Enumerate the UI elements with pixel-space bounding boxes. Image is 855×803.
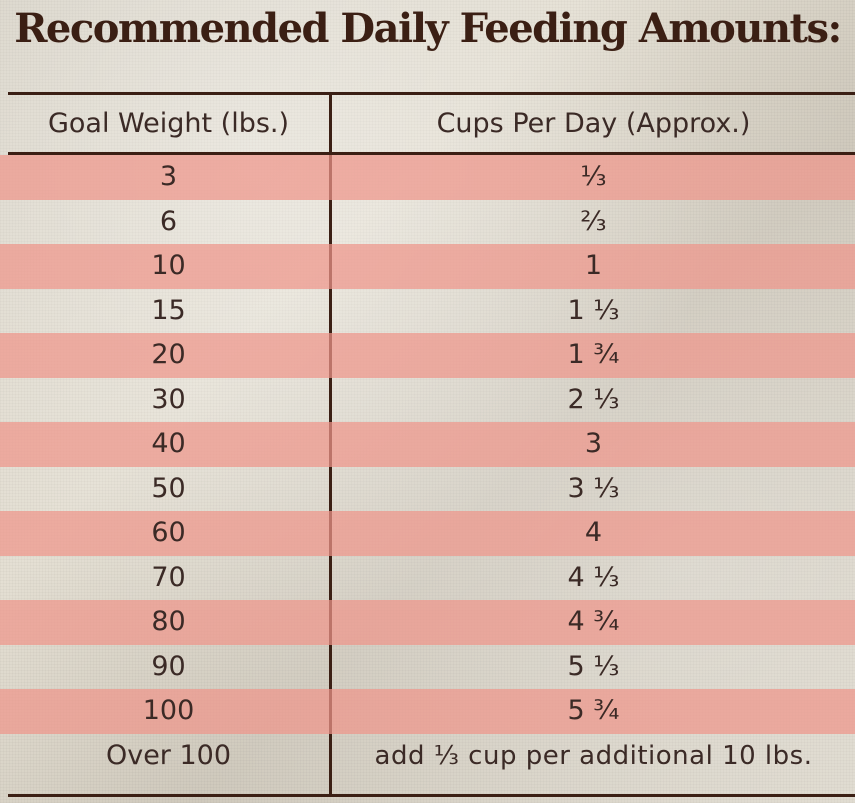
table-row: 40 3 bbox=[0, 422, 855, 467]
cups-cell: 2 ⅓ bbox=[567, 383, 620, 415]
weight-cell: 40 bbox=[151, 428, 186, 459]
weight-cell: 70 bbox=[151, 561, 186, 593]
cups-cell: ⅓ bbox=[580, 161, 607, 192]
cups-cell: ⅔ bbox=[580, 205, 607, 237]
column-header-weight: Goal Weight (lbs.) bbox=[47, 108, 290, 139]
weight-cell: 100 bbox=[142, 695, 195, 726]
table-row: 90 5 ⅓ bbox=[0, 645, 855, 690]
weight-cell: 80 bbox=[151, 606, 186, 637]
table-row: 60 4 bbox=[0, 511, 855, 556]
table-row: 20 1 ¾ bbox=[0, 333, 855, 378]
column-header-cups: Cups Per Day (Approx.) bbox=[436, 108, 751, 139]
table-row: 15 1 ⅓ bbox=[0, 289, 855, 334]
weight-cell: 50 bbox=[151, 472, 186, 504]
footer-weight-cell: Over 100 bbox=[105, 739, 232, 771]
weight-cell: 6 bbox=[159, 205, 178, 237]
cups-cell: 5 ⅓ bbox=[567, 650, 620, 682]
table-row: 30 2 ⅓ bbox=[0, 378, 855, 423]
table-row: 100 5 ¾ bbox=[0, 689, 855, 734]
weight-cell: 20 bbox=[151, 339, 186, 370]
weight-cell: 30 bbox=[151, 383, 186, 415]
weight-cell: 15 bbox=[151, 294, 186, 326]
table-row: 70 4 ⅓ bbox=[0, 556, 855, 601]
cups-cell: 3 bbox=[584, 428, 603, 459]
weight-cell: 3 bbox=[159, 161, 178, 192]
table-footer-row: Over 100 add ⅓ cup per additional 10 lbs… bbox=[0, 734, 855, 779]
table-row: 3 ⅓ bbox=[0, 155, 855, 200]
table-row: 80 4 ¾ bbox=[0, 600, 855, 645]
cups-cell: 1 bbox=[584, 250, 603, 281]
cups-cell: 4 bbox=[584, 517, 603, 548]
footer-cups-cell: add ⅓ cup per additional 10 lbs. bbox=[374, 740, 813, 771]
weight-cell: 10 bbox=[151, 250, 186, 281]
table-row: 6 ⅔ bbox=[0, 200, 855, 245]
table-bottom-rule bbox=[8, 794, 855, 797]
weight-cell: 60 bbox=[151, 517, 186, 548]
cups-cell: 4 ⅓ bbox=[567, 561, 620, 593]
cups-cell: 4 ¾ bbox=[567, 606, 620, 637]
cups-cell: 1 ⅓ bbox=[567, 294, 620, 326]
cups-cell: 3 ⅓ bbox=[567, 472, 620, 504]
page-title: Recommended Daily Feeding Amounts: bbox=[14, 5, 842, 52]
table-top-rule bbox=[8, 92, 855, 95]
table-row: 50 3 ⅓ bbox=[0, 467, 855, 512]
weight-cell: 90 bbox=[151, 650, 186, 682]
cups-cell: 5 ¾ bbox=[567, 695, 620, 726]
table-row: 10 1 bbox=[0, 244, 855, 289]
cups-cell: 1 ¾ bbox=[567, 339, 620, 370]
feeding-table-body: 3 ⅓ 6 ⅔ 10 1 15 1 ⅓ 20 1 ¾ 30 2 ⅓ 40 3 5… bbox=[0, 155, 855, 778]
table-header-rule bbox=[8, 152, 855, 155]
